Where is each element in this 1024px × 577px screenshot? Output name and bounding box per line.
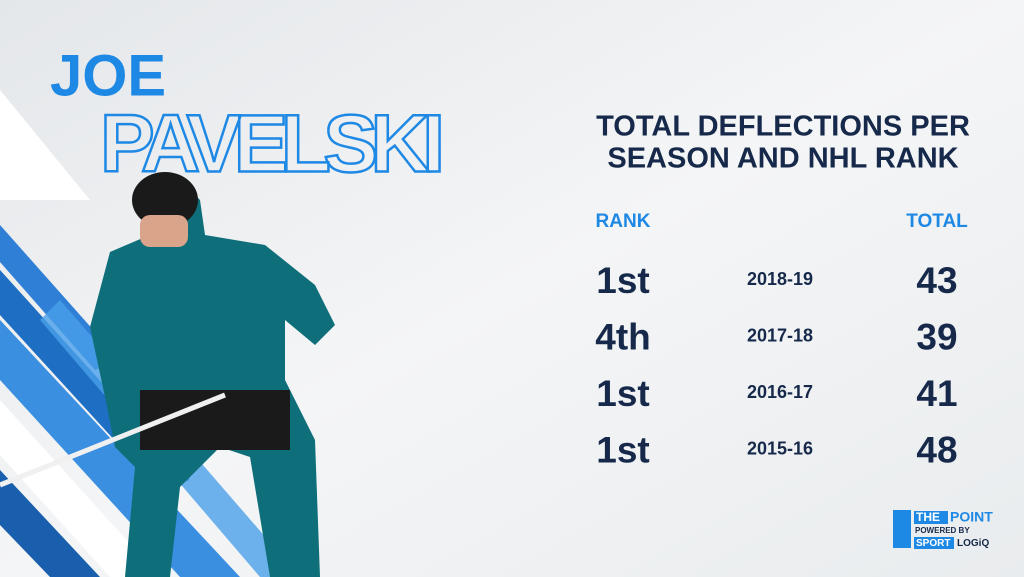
logo-sport: SPORT (916, 538, 950, 549)
logo-powered: POWERED BY (915, 526, 970, 535)
player (0, 172, 335, 577)
table-title: TOTAL DEFLECTIONS PER (596, 111, 970, 143)
column-header: TOTAL (906, 211, 968, 232)
first-name: JOE (50, 43, 166, 108)
season: 2018-19 (747, 269, 813, 289)
total: 39 (916, 316, 957, 357)
logo: THE POINT POWERED BY SPORT LOGiQ (893, 509, 993, 549)
table-title: SEASON AND NHL RANK (607, 143, 958, 175)
last-name: PAVELSKI (100, 99, 445, 190)
column-header: RANK (596, 211, 651, 232)
rank: 1st (596, 260, 649, 301)
total: 41 (916, 373, 957, 414)
season: 2017-18 (747, 325, 813, 345)
logo-point: POINT (950, 509, 993, 525)
rank: 4th (595, 316, 651, 357)
rank: 1st (596, 429, 649, 470)
season: 2015-16 (747, 438, 813, 458)
logo-logiq: LOGiQ (957, 538, 989, 549)
total: 48 (916, 429, 957, 470)
total: 43 (916, 260, 957, 301)
logo-the: THE (916, 510, 940, 524)
rank: 1st (596, 373, 649, 414)
season: 2016-17 (747, 382, 813, 402)
